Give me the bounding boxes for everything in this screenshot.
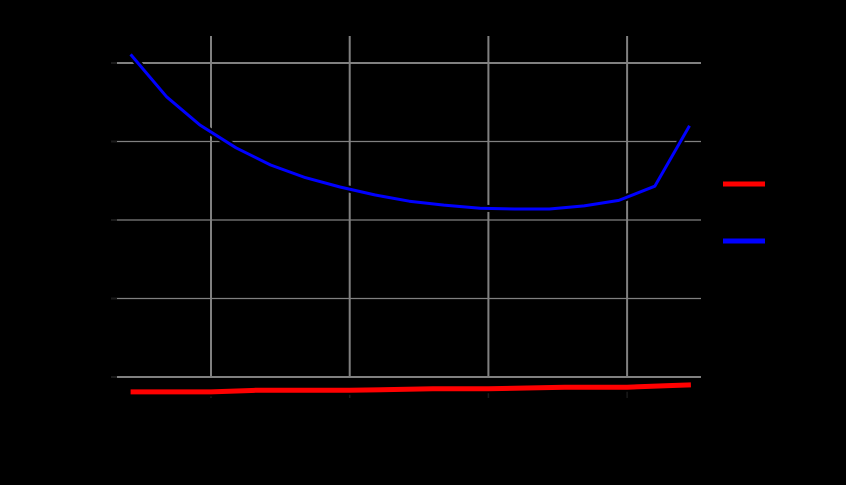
red-series-line bbox=[130, 382, 691, 395]
blue-series-line bbox=[129, 53, 691, 211]
series-lines bbox=[127, 52, 693, 397]
grid bbox=[117, 36, 701, 378]
axis-ticks bbox=[111, 62, 628, 398]
legend bbox=[723, 181, 765, 244]
